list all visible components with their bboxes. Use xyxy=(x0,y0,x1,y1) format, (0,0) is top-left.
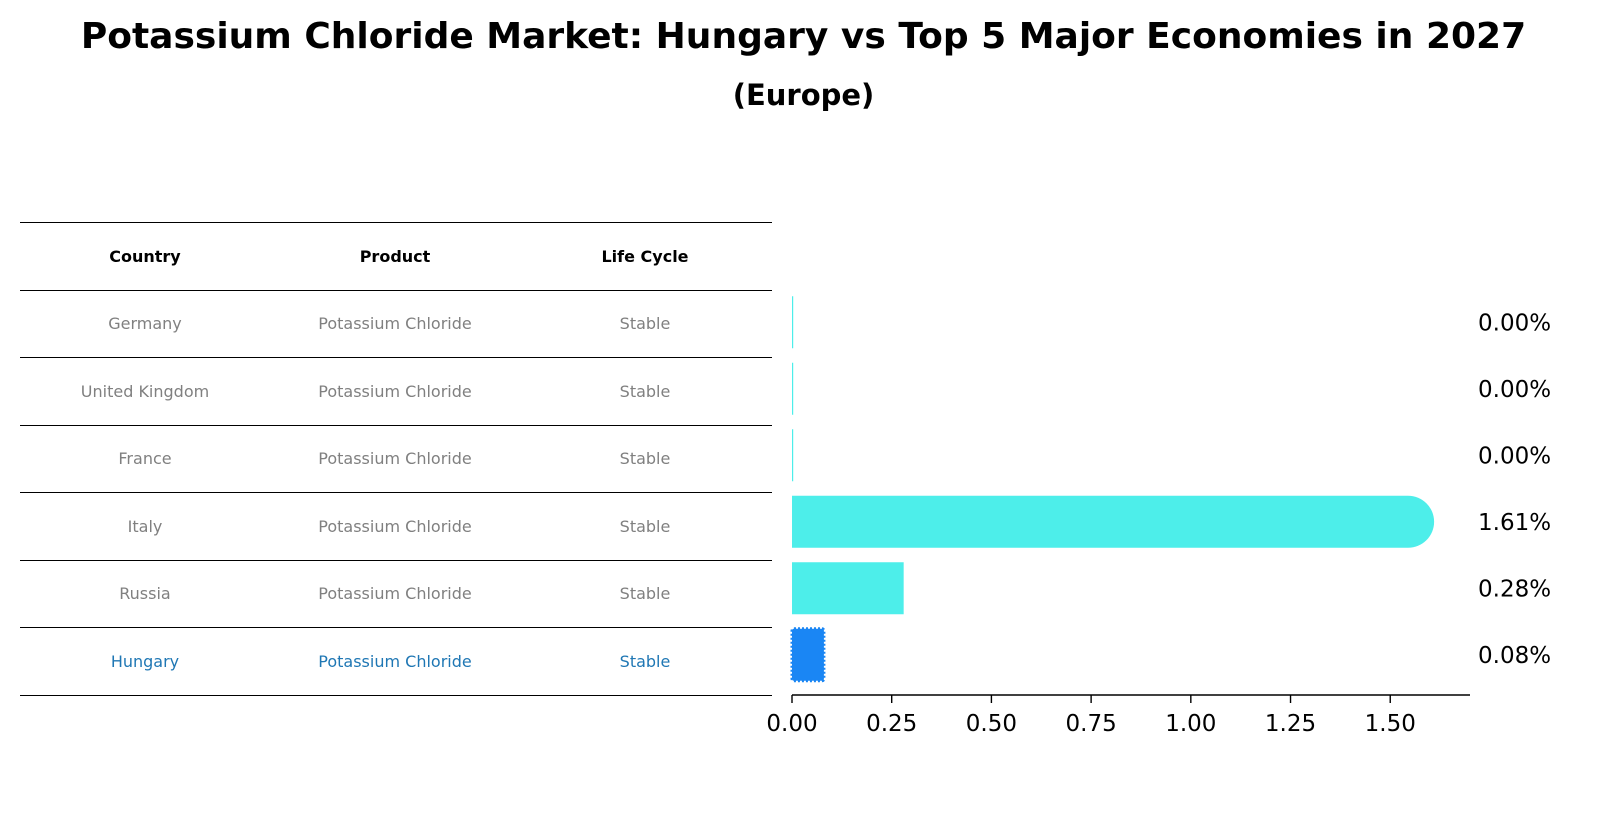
value-label: 0.00% xyxy=(1478,377,1551,403)
cell-country: Italy xyxy=(127,516,163,536)
cell-life-cycle: Stable xyxy=(619,314,671,334)
bar xyxy=(792,562,904,615)
value-label: 1.61% xyxy=(1478,510,1551,536)
table-header-row: Country Product Life Cycle xyxy=(20,222,772,290)
table-row: France Potassium Chloride Stable xyxy=(20,424,772,493)
table-row-highlighted: Hungary Potassium Chloride Stable xyxy=(20,627,772,696)
cell-product: Potassium Chloride xyxy=(318,381,472,401)
data-table: Country Product Life Cycle Germany Potas… xyxy=(20,222,772,696)
header-life-cycle: Life Cycle xyxy=(601,246,689,266)
cell-product: Potassium Chloride xyxy=(318,449,472,469)
value-label: 0.00% xyxy=(1478,310,1551,336)
x-tick-label: 0.00 xyxy=(766,711,817,737)
cell-life-cycle: Stable xyxy=(619,651,671,671)
cell-life-cycle: Stable xyxy=(619,381,671,401)
x-tick-label: 0.25 xyxy=(866,711,917,737)
table-row: Russia Potassium Chloride Stable xyxy=(20,559,772,628)
cell-life-cycle: Stable xyxy=(619,516,671,536)
value-label: 0.08% xyxy=(1478,643,1551,669)
cell-country: Hungary xyxy=(110,651,180,671)
cell-country: France xyxy=(118,449,172,469)
table-row: Italy Potassium Chloride Stable xyxy=(20,492,772,560)
cell-life-cycle: Stable xyxy=(619,449,671,469)
x-tick-label: 1.50 xyxy=(1365,711,1416,737)
x-tick-label: 1.00 xyxy=(1165,711,1216,737)
value-label: 0.00% xyxy=(1478,443,1551,469)
cell-country: Germany xyxy=(108,314,182,334)
cell-life-cycle: Stable xyxy=(619,584,671,604)
bar xyxy=(792,296,794,349)
header-country: Country xyxy=(109,246,181,266)
table-row: United Kingdom Potassium Chloride Stable xyxy=(20,357,772,425)
cell-country: United Kingdom xyxy=(80,381,210,401)
cell-country: Russia xyxy=(119,584,171,604)
bar xyxy=(792,429,794,482)
x-tick-label: 0.75 xyxy=(1066,711,1117,737)
x-tick-label: 0.50 xyxy=(966,711,1017,737)
cell-product: Potassium Chloride xyxy=(318,584,472,604)
table-row: Germany Potassium Chloride Stable xyxy=(20,289,772,358)
header-product: Product xyxy=(359,246,431,266)
cell-product: Potassium Chloride xyxy=(318,516,472,536)
value-label: 0.28% xyxy=(1478,576,1551,602)
chart-title: Potassium Chloride Market: Hungary vs To… xyxy=(80,16,1527,57)
x-tick-label: 1.25 xyxy=(1265,711,1316,737)
bar xyxy=(792,362,794,415)
cell-product: Potassium Chloride xyxy=(318,651,472,671)
cell-product: Potassium Chloride xyxy=(318,314,472,334)
chart-subtitle: (Europe) xyxy=(732,78,875,112)
bar xyxy=(792,495,1435,548)
bar-highlighted xyxy=(790,627,826,683)
